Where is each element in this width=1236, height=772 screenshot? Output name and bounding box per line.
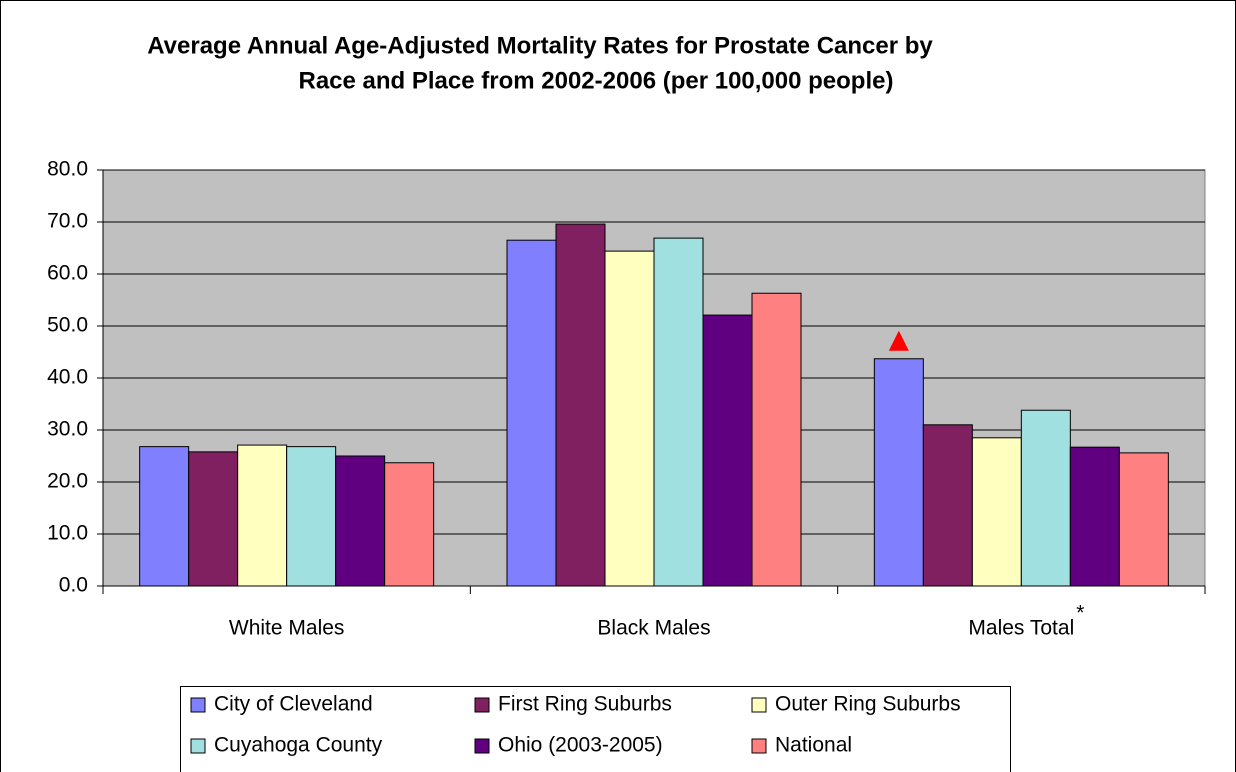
chart-title: Race and Place from 2002-2006 (per 100,0… bbox=[299, 67, 894, 94]
legend-swatch bbox=[751, 738, 767, 754]
bar bbox=[1020, 409, 1071, 587]
bar bbox=[506, 239, 557, 587]
bar bbox=[702, 314, 753, 587]
bar bbox=[237, 444, 288, 587]
bar bbox=[188, 451, 239, 587]
bar bbox=[653, 237, 704, 587]
legend-swatch bbox=[190, 738, 206, 754]
legend-swatch bbox=[751, 697, 767, 713]
y-tick-label: 40.0 bbox=[47, 366, 88, 389]
legend-box bbox=[180, 686, 1011, 772]
legend-swatch bbox=[190, 697, 206, 713]
y-tick-label: 50.0 bbox=[47, 314, 88, 337]
y-tick-label: 80.0 bbox=[47, 158, 88, 181]
bar bbox=[335, 455, 386, 587]
bar bbox=[922, 424, 973, 587]
bar bbox=[555, 223, 606, 587]
y-tick-label: 60.0 bbox=[47, 262, 88, 285]
legend-label: City of Cleveland bbox=[214, 693, 373, 716]
y-tick-label: 70.0 bbox=[47, 210, 88, 233]
bar bbox=[1118, 452, 1169, 587]
y-tick-label: 20.0 bbox=[47, 470, 88, 493]
y-tick-label: 0.0 bbox=[59, 574, 88, 597]
legend-swatch bbox=[474, 697, 490, 713]
x-tick-label: Black Males bbox=[597, 617, 710, 640]
bar bbox=[1069, 446, 1120, 587]
legend-label: First Ring Suburbs bbox=[498, 693, 672, 716]
bar bbox=[751, 292, 802, 587]
x-tick-label: White Males bbox=[229, 617, 345, 640]
annotation: * bbox=[1076, 602, 1084, 625]
significance-marker bbox=[888, 330, 909, 351]
legend-label: Ohio (2003-2005) bbox=[498, 734, 663, 757]
y-tick-label: 30.0 bbox=[47, 418, 88, 441]
legend-label: National bbox=[775, 734, 852, 757]
legend-label: Cuyahoga County bbox=[214, 734, 383, 757]
bar bbox=[604, 250, 655, 587]
bar bbox=[139, 446, 190, 587]
legend-label: Outer Ring Suburbs bbox=[775, 693, 961, 716]
x-tick-label: Males Total bbox=[968, 617, 1074, 640]
y-tick-label: 10.0 bbox=[47, 522, 88, 545]
legend-swatch bbox=[474, 738, 490, 754]
bar bbox=[286, 446, 337, 587]
bar bbox=[971, 437, 1022, 587]
chart-title: Average Annual Age-Adjusted Mortality Ra… bbox=[147, 32, 933, 59]
bar bbox=[384, 462, 435, 587]
bar bbox=[873, 358, 924, 587]
